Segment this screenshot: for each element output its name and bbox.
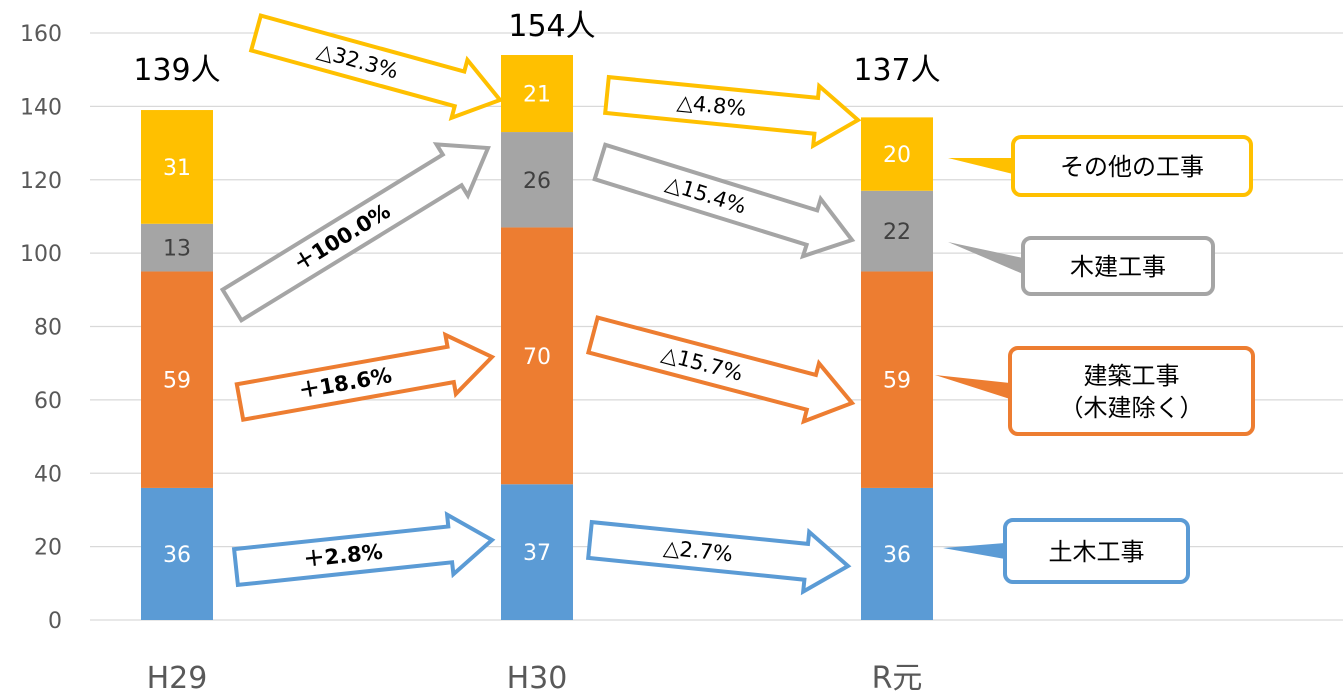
callout-pointer (948, 158, 1013, 174)
callout-label: 土木工事 (1049, 538, 1145, 566)
change-arrow (603, 74, 862, 150)
y-tick-label: 20 (34, 536, 62, 561)
y-tick-label: 40 (34, 462, 62, 487)
total-label: 154人 (508, 9, 595, 44)
change-arrow (234, 331, 496, 423)
bar-segment (501, 55, 573, 133)
bar-segment (501, 132, 573, 228)
y-tick-label: 120 (20, 169, 62, 194)
callout-label: その他の工事 (1060, 153, 1204, 181)
change-arrow (586, 519, 852, 596)
x-axis: H29 H30 R元 (147, 661, 923, 696)
callout-pointer (943, 543, 1005, 559)
data-label: 36 (163, 543, 191, 568)
bar-segment (861, 487, 933, 620)
y-tick-label: 0 (48, 609, 62, 634)
data-label: 26 (523, 169, 551, 194)
bar-segment (141, 487, 213, 620)
y-tick-label: 100 (20, 242, 62, 267)
y-tick-label: 160 (20, 22, 62, 47)
data-label: 20 (883, 143, 911, 168)
data-label: 70 (523, 345, 551, 370)
bar-segment (501, 227, 573, 485)
callout-box (1008, 346, 1255, 436)
bar-segment (861, 271, 933, 488)
callout-pointer (948, 242, 1023, 274)
bar-segment (141, 110, 213, 224)
callout-label: （木建除く） (1060, 394, 1204, 422)
data-label: 13 (163, 237, 191, 262)
callout-box (1021, 236, 1215, 296)
callout-label: 木建工事 (1070, 253, 1166, 281)
data-label: 36 (883, 543, 911, 568)
change-arrow (231, 510, 496, 588)
y-tick-label: 60 (34, 389, 62, 414)
bars: 36 59 13 31 37 70 26 21 36 59 22 20 139人 154人 137人 (133, 9, 941, 620)
total-label: 137人 (853, 53, 940, 88)
data-label: 21 (523, 83, 551, 108)
change-arrow (592, 142, 856, 260)
y-tick-label: 140 (20, 95, 62, 120)
change-arrow (219, 142, 491, 324)
callout-pointer (935, 375, 1010, 399)
change-arrow (585, 315, 856, 425)
y-axis: 0 20 40 60 80 100 120 140 160 (20, 22, 62, 634)
data-label: 59 (883, 369, 911, 394)
bar-segment (141, 271, 213, 488)
x-tick-label: R元 (872, 661, 923, 696)
bar-segment (141, 223, 213, 272)
data-label: 59 (163, 369, 191, 394)
y-tick-label: 80 (34, 316, 62, 341)
change-arrow (248, 13, 504, 122)
data-label: 37 (523, 541, 551, 566)
x-tick-label: H30 (507, 661, 568, 696)
data-label: 22 (883, 220, 911, 245)
callout-box (1003, 518, 1190, 584)
bar-segment (501, 484, 573, 620)
bar-segment (861, 190, 933, 272)
data-label: 31 (163, 156, 191, 181)
bar-segment (861, 117, 933, 191)
total-label: 139人 (133, 53, 220, 88)
callout-label: 建築工事 (1084, 362, 1180, 390)
x-tick-label: H29 (147, 661, 208, 696)
callout-box (1011, 135, 1253, 197)
